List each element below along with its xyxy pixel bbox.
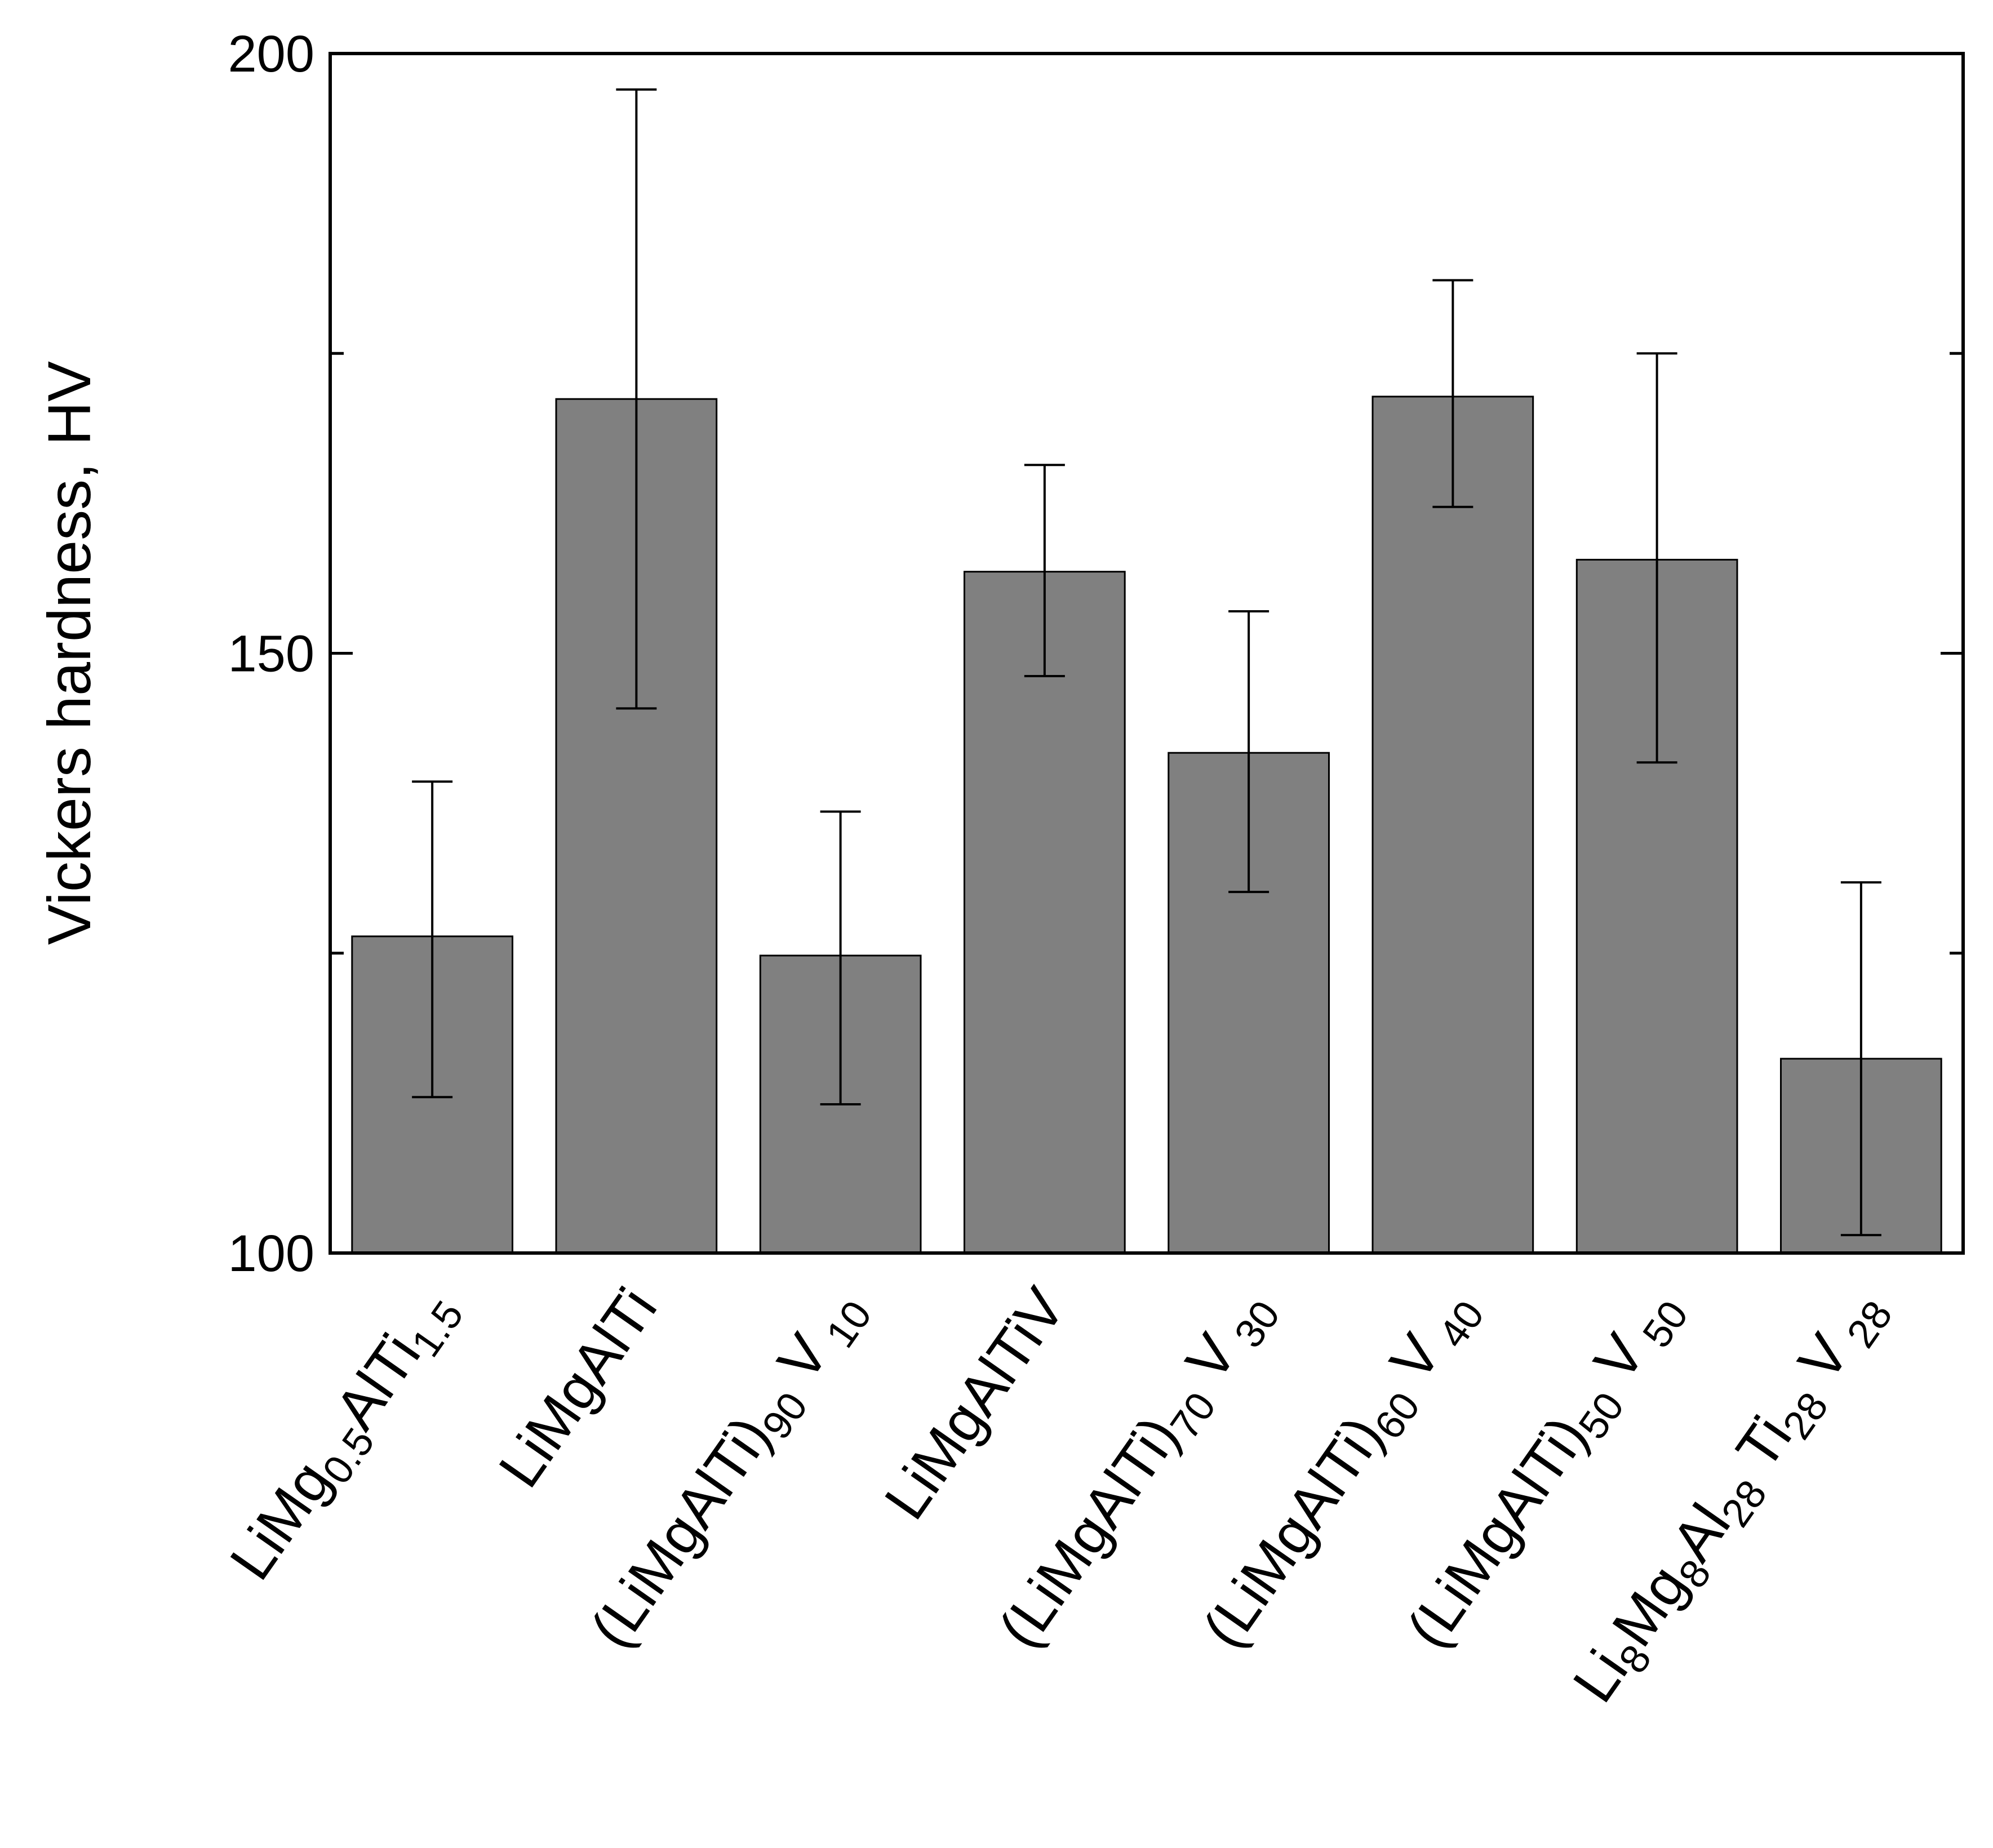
error-bar [1840, 881, 1881, 1237]
x-tick-label: LiMgAlTi [486, 1277, 669, 1499]
bars-layer [351, 396, 1942, 1254]
error-bar [1024, 464, 1065, 677]
error-bar [1636, 352, 1677, 764]
y-tick-label: 150 [228, 625, 315, 683]
ticks-layer [330, 52, 1963, 1255]
error-bar [616, 88, 657, 710]
x-tick-label: LiMg0.5AlTi1.5 [218, 1277, 472, 1596]
x-tick-label: LiMgAlTiV [872, 1277, 1078, 1531]
y-axis-label: Vickers hardness, HV [35, 361, 103, 945]
y-tick-label: 200 [228, 25, 315, 83]
bar [964, 571, 1126, 1254]
y-tick-label: 100 [228, 1225, 315, 1282]
error-bar [1228, 610, 1270, 894]
error-bars-layer [412, 88, 1881, 1237]
bar [1371, 396, 1534, 1254]
error-bar [412, 780, 453, 1099]
error-bar [1432, 279, 1473, 508]
error-bar [820, 810, 861, 1106]
